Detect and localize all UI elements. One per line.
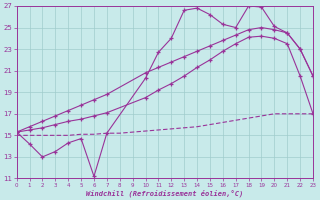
X-axis label: Windchill (Refroidissement éolien,°C): Windchill (Refroidissement éolien,°C) <box>86 189 244 197</box>
